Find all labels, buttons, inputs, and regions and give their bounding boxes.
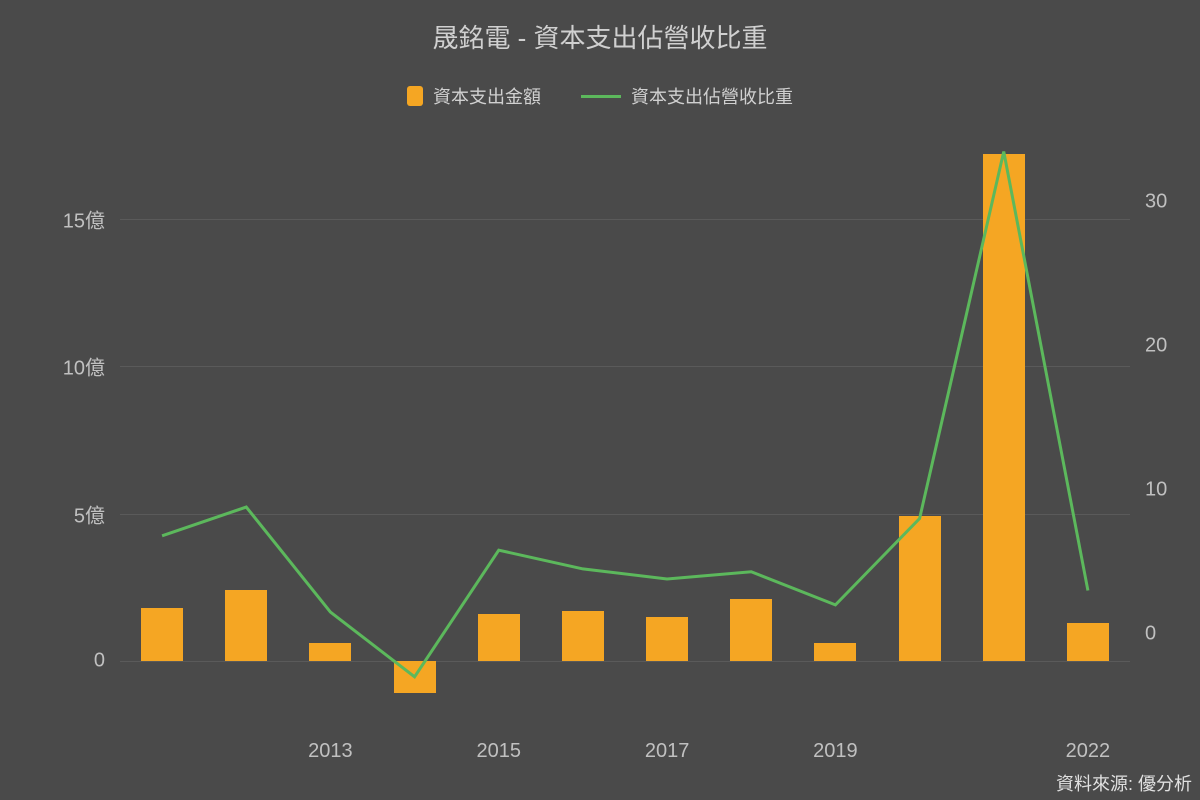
legend-line-label: 資本支出佔營收比重 (631, 83, 793, 109)
y-axis-right-label: 0 (1130, 622, 1156, 645)
y-axis-left-label: 10億 (63, 352, 120, 381)
y-axis-right-label: 20 (1130, 334, 1167, 357)
y-axis-left-label: 15億 (63, 204, 120, 233)
y-axis-right-label: 10 (1130, 478, 1167, 501)
y-axis-left-label: 5億 (74, 499, 120, 528)
y-axis-left-label: 0 (94, 650, 120, 673)
x-axis-label: 2019 (813, 720, 858, 763)
legend-item-line: 資本支出佔營收比重 (581, 83, 793, 109)
x-axis-label: 2015 (477, 720, 522, 763)
chart-container: 晟銘電 - 資本支出佔營收比重 資本支出金額 資本支出佔營收比重 05億10億1… (0, 0, 1200, 800)
legend-line-icon (581, 95, 621, 98)
y-axis-right-label: 30 (1130, 190, 1167, 213)
x-axis-label: 2022 (1066, 720, 1111, 763)
line-series (120, 130, 1130, 720)
source-label: 資料來源: 優分析 (1056, 770, 1192, 796)
legend-item-bar: 資本支出金額 (407, 83, 541, 109)
line-path (162, 152, 1088, 677)
x-axis-label: 2017 (645, 720, 690, 763)
x-axis-label: 2013 (308, 720, 353, 763)
plot-area: 05億10億15億010203020132015201720192022 (120, 130, 1130, 720)
chart-title: 晟銘電 - 資本支出佔營收比重 (0, 0, 1200, 55)
legend-bar-icon (407, 86, 423, 106)
legend: 資本支出金額 資本支出佔營收比重 (0, 83, 1200, 109)
legend-bar-label: 資本支出金額 (433, 83, 541, 109)
